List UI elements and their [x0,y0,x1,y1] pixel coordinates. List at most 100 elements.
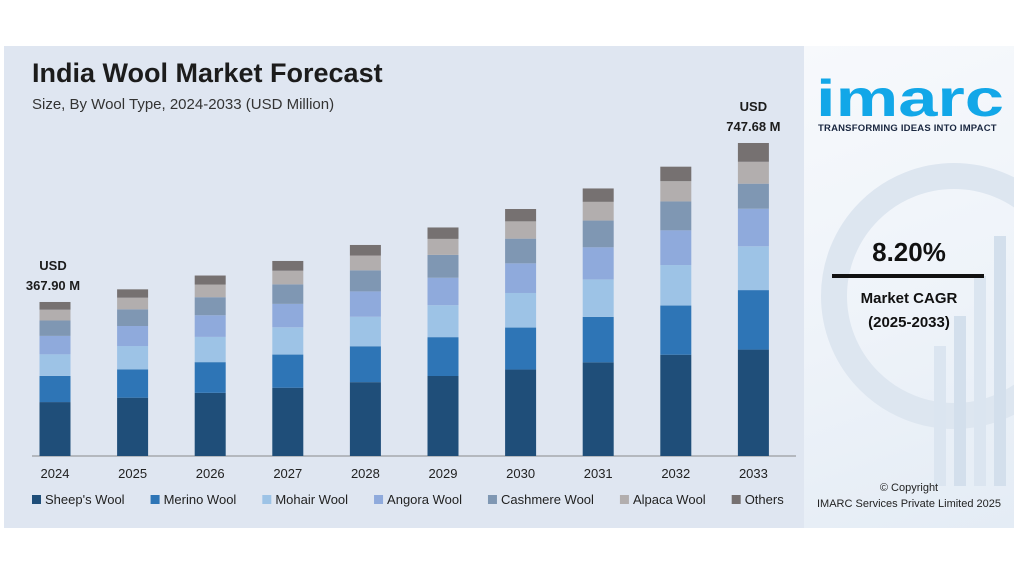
bar-segment [582,188,614,202]
x-tick-label: 2026 [196,466,225,481]
bar-segment [39,402,71,456]
x-tick-label: 2024 [41,466,70,481]
x-tick-label: 2025 [118,466,147,481]
bar-segment [582,316,614,363]
legend-label: Mohair Wool [275,492,348,507]
annotation-value-last: 747.68 M [726,119,780,134]
bar-segment [660,265,692,306]
bar-segment [737,183,769,209]
bar-segment [117,397,149,456]
bar-segment [349,255,381,271]
report-card: India Wool Market Forecast Size, By Wool… [4,46,1014,528]
bar-segment [505,327,537,370]
legend-swatch [619,495,629,504]
bar-segment [505,369,537,456]
bar-segment [39,335,71,355]
legend-swatch [262,495,272,504]
bar-segment [505,292,537,328]
bar-segment [582,279,614,317]
bar-segment [272,303,304,328]
bar-segment [117,289,149,298]
bar-segment [194,392,226,456]
bar-segment [737,208,769,247]
bar-segment [117,369,149,398]
company-name: IMARC Services Private Limited 2025 [816,498,1001,510]
cagr-label: Market CAGR [860,290,958,307]
bar-segment [427,376,459,456]
bar-segment [582,247,614,280]
bar-segment [349,316,381,347]
bar-segment [117,309,149,327]
annotation-currency-first: USD [39,258,66,273]
bar-segment [272,327,304,355]
bar-segment [427,337,459,377]
bar-segment [427,238,459,255]
bar-segment [737,161,769,184]
x-tick-label: 2031 [584,466,613,481]
bar-segment [582,201,614,221]
bar-segment [582,220,614,248]
annotation-currency-last: USD [740,99,767,114]
bar-segment [660,201,692,231]
bar-segment [660,181,692,202]
bar-segment [349,270,381,292]
x-tick-label: 2033 [739,466,768,481]
bar-segment [505,209,537,222]
bar-segment [660,305,692,355]
legend-label: Alpaca Wool [633,492,706,507]
bar-segment [39,301,71,310]
bar-segment [117,346,149,370]
bar-segment [427,227,459,239]
bar-segment [272,260,304,271]
background-decoration [821,163,1014,486]
bar-segment [39,320,71,336]
bar-segment [737,246,769,291]
bar-segment [505,238,537,264]
stacked-bar-chart: 2024 2025 2026 2027 2028 2029 2030 2031 2032 2033… [26,99,796,507]
brand-tagline: TRANSFORMING IDEAS INTO IMPACT [818,123,997,134]
chart-title: India Wool Market Forecast [32,58,383,88]
imarc-logo: imarc [816,74,1004,124]
bar-segment [272,354,304,388]
chart-panel: India Wool Market Forecast Size, By Wool… [4,46,804,528]
bar-segment [349,382,381,456]
bar-segment [194,362,226,393]
chart-subtitle: Size, By Wool Type, 2024-2033 (USD Milli… [32,96,335,113]
cagr-period: (2025-2033) [868,314,950,331]
bar-segment [505,221,537,239]
x-tick-label: 2027 [273,466,302,481]
x-tick-label: 2032 [661,466,690,481]
legend-label: Angora Wool [387,492,462,507]
bar-segment [272,284,304,304]
bar-segment [427,277,459,306]
bar-segment [660,166,692,182]
legend-swatch [487,495,497,504]
bar-segment [660,354,692,456]
bar-segment [194,336,226,363]
bar-segment [272,387,304,456]
bar-segment [39,309,71,321]
side-panel: imarc TRANSFORMING IDEAS INTO IMPACT 8.2… [804,46,1014,528]
bar-segment [737,290,769,350]
bar-segment [39,354,71,376]
bar-segment [117,297,149,310]
legend-label: Cashmere Wool [501,492,594,507]
legend-swatch [374,495,384,504]
bar-segment [194,297,226,316]
bar-segment [117,326,149,347]
bar-segment [737,349,769,456]
bar-segment [349,291,381,317]
bar-segment [194,315,226,337]
cagr-value: 8.20% [872,237,946,267]
bar-segment [427,305,459,338]
bar-segment [582,362,614,456]
bar-segment [194,284,226,298]
bar-segment [737,142,769,162]
bar-segment [505,263,537,293]
legend-label: Sheep's Wool [45,492,125,507]
bar-segment [349,244,381,256]
x-tick-label: 2030 [506,466,535,481]
legend-label: Merino Wool [164,492,237,507]
bar-segment [427,254,459,278]
legend-swatch [731,495,741,504]
